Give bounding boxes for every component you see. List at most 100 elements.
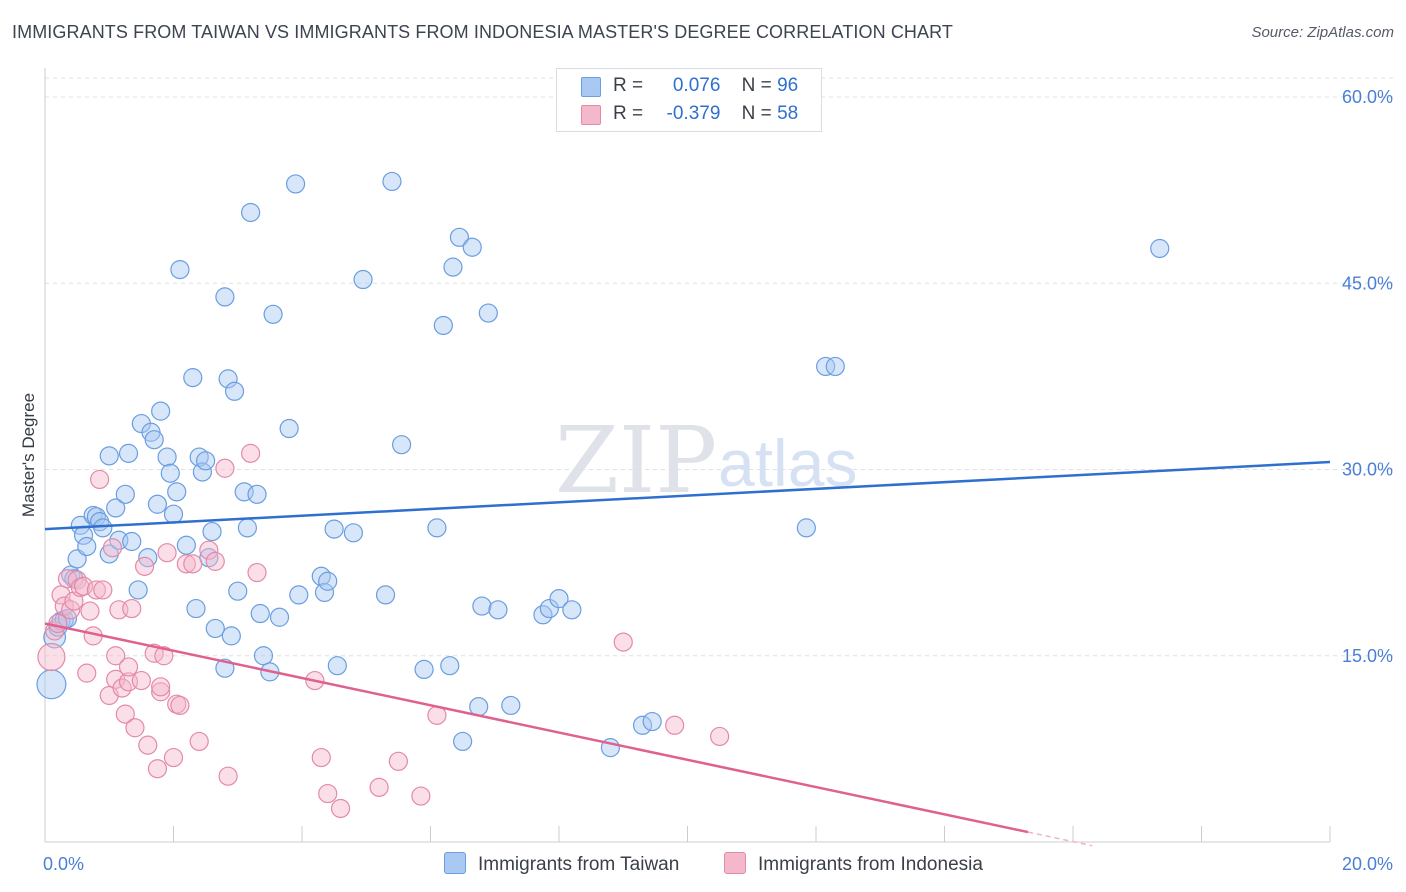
- taiwan-point: [147, 494, 168, 514]
- taiwan-point: [562, 600, 582, 620]
- indonesia-point: [131, 670, 151, 691]
- taiwan-point: [488, 600, 508, 620]
- taiwan-point: [253, 646, 274, 666]
- indonesia-trend-extension: [1027, 831, 1093, 847]
- y-tick-label: 60.0%: [1342, 87, 1393, 107]
- taiwan-point: [144, 430, 164, 450]
- indonesia-point: [90, 469, 110, 490]
- taiwan-point: [151, 401, 171, 421]
- x-tick-label: 20.0%: [1342, 854, 1393, 874]
- taiwan-point: [183, 368, 203, 388]
- indonesia-point: [86, 580, 107, 600]
- legend-swatch-indonesia: [581, 105, 601, 125]
- indonesia-point: [48, 613, 68, 634]
- taiwan-point: [228, 581, 248, 601]
- indonesia-point: [411, 786, 431, 806]
- indonesia-point: [147, 759, 168, 779]
- bottom-legend-label-taiwan: Immigrants from Taiwan: [478, 854, 680, 875]
- taiwan-point: [170, 259, 190, 280]
- taiwan-point: [472, 596, 492, 616]
- indonesia-point: [102, 538, 123, 558]
- indonesia-point: [125, 718, 145, 738]
- indonesia-point: [118, 657, 139, 677]
- taiwan-point: [478, 303, 498, 323]
- indonesia-point: [369, 777, 389, 797]
- bottom-legend-swatch-taiwan: [444, 852, 466, 874]
- taiwan-point: [118, 443, 139, 463]
- indonesia-point: [115, 704, 135, 724]
- bottom-legend-swatch-indonesia: [724, 852, 746, 874]
- indonesia-point: [215, 458, 235, 478]
- indonesia-point: [154, 646, 174, 666]
- taiwan-point: [314, 582, 335, 603]
- taiwan-point: [263, 304, 283, 324]
- indonesia-point: [73, 576, 94, 596]
- legend-r-value: 0.076: [672, 75, 721, 96]
- indonesia-point: [122, 598, 142, 619]
- taiwan-point: [825, 356, 845, 377]
- indonesia-point: [311, 747, 331, 768]
- y-tick-label: 30.0%: [1342, 460, 1393, 480]
- taiwan-point: [375, 585, 396, 605]
- taiwan-point: [167, 482, 187, 502]
- taiwan-point: [324, 519, 344, 539]
- taiwan-point: [539, 598, 559, 619]
- indonesia-point: [151, 682, 171, 702]
- taiwan-point: [224, 381, 245, 401]
- taiwan-point: [221, 626, 241, 646]
- taiwan-point: [250, 603, 270, 624]
- indonesia-trend-line: [44, 622, 1029, 834]
- taiwan-point: [796, 518, 816, 538]
- y-tick-labels: 15.0% 30.0% 45.0% 60.0%: [1342, 87, 1393, 666]
- taiwan-point: [269, 607, 290, 627]
- bottom-legend-taiwan: Immigrants from Taiwan: [444, 852, 679, 876]
- taiwan-point: [353, 269, 373, 290]
- taiwan-point: [318, 571, 338, 591]
- taiwan-point: [122, 531, 142, 552]
- legend-r-label: R =: [613, 75, 644, 96]
- taiwan-point: [202, 521, 222, 542]
- taiwan-point: [391, 435, 412, 455]
- taiwan-point: [237, 518, 257, 538]
- taiwan-point: [279, 418, 299, 439]
- taiwan-point: [462, 237, 482, 257]
- taiwan-point: [160, 463, 180, 483]
- axes: [44, 68, 1331, 843]
- taiwan-point: [549, 589, 569, 609]
- taiwan-point: [247, 484, 267, 504]
- watermark: ZIP atlas: [555, 407, 857, 514]
- indonesia-point: [247, 562, 267, 583]
- indonesia-point: [183, 554, 203, 574]
- legend-n-value: 58: [777, 103, 799, 124]
- indonesia-point: [37, 642, 66, 672]
- indonesia-point: [77, 663, 97, 683]
- legend-n-value: 96: [777, 75, 799, 96]
- taiwan-point: [106, 498, 126, 518]
- indonesia-point: [80, 601, 100, 621]
- taiwan-point: [128, 580, 148, 600]
- taiwan-point: [311, 566, 331, 586]
- indonesia-point: [189, 731, 209, 752]
- taiwan-point: [440, 656, 460, 676]
- indonesia-point: [205, 551, 225, 571]
- legend-n-label: N =: [741, 75, 772, 96]
- taiwan-point: [1150, 238, 1170, 259]
- taiwan-point: [176, 535, 196, 555]
- taiwan-point: [157, 447, 177, 467]
- taiwan-point: [289, 585, 309, 605]
- indonesia-point: [176, 554, 196, 574]
- indonesia-point: [151, 677, 171, 697]
- indonesia-point: [157, 543, 177, 563]
- taiwan-point: [196, 451, 216, 471]
- taiwan-point: [642, 711, 662, 732]
- indonesia-point: [218, 766, 238, 786]
- legend-swatch-taiwan: [581, 77, 601, 97]
- taiwan-trend-line: [44, 460, 1331, 531]
- x-tick-label: 0.0%: [43, 854, 84, 874]
- taiwan-point: [99, 446, 119, 466]
- taiwan-point: [215, 287, 235, 307]
- legend-n-label: N =: [741, 103, 772, 124]
- trend-lines: [44, 460, 1331, 847]
- taiwan-point: [93, 518, 113, 538]
